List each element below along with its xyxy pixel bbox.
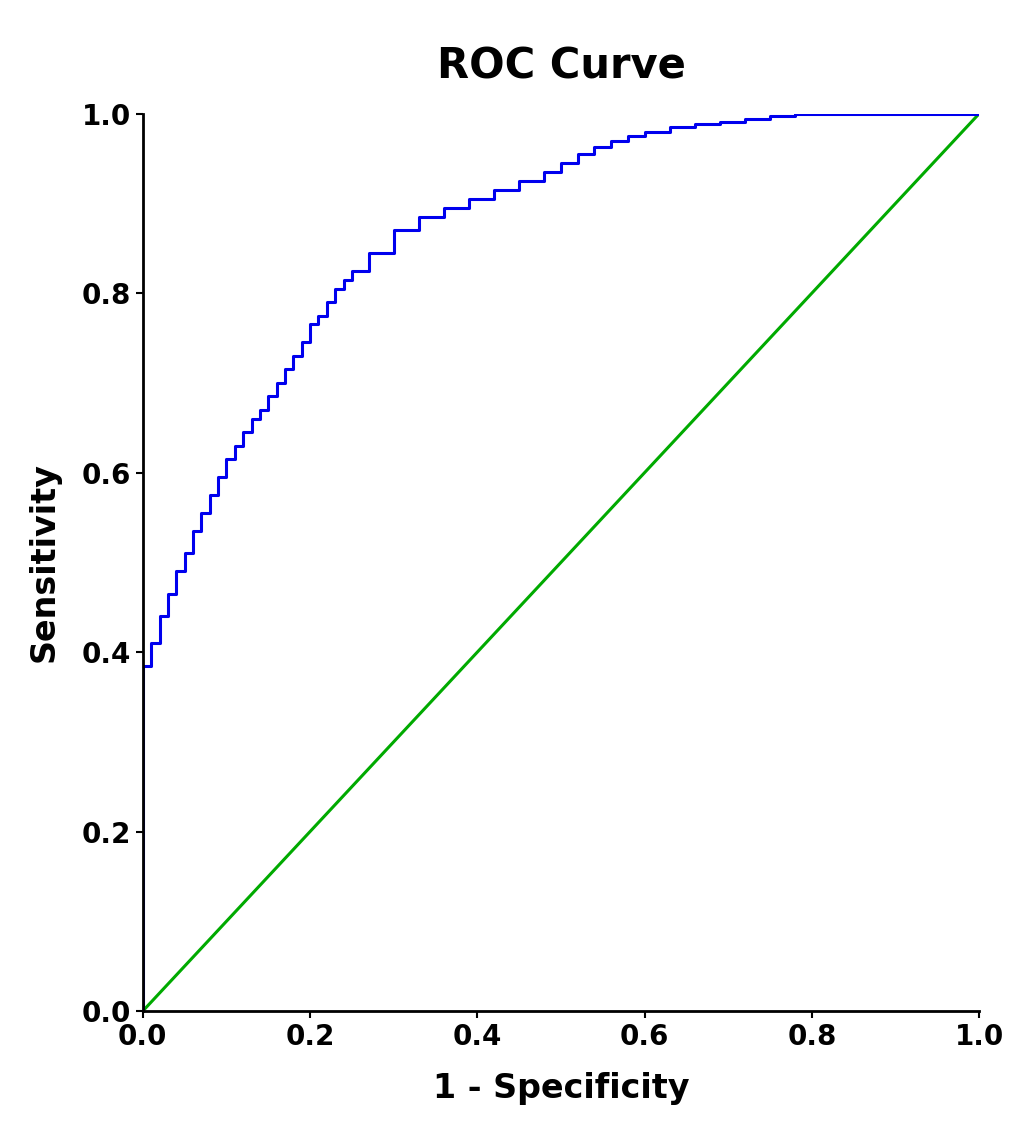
Title: ROC Curve: ROC Curve: [436, 45, 685, 87]
X-axis label: 1 - Specificity: 1 - Specificity: [432, 1071, 689, 1104]
Y-axis label: Sensitivity: Sensitivity: [28, 462, 61, 662]
